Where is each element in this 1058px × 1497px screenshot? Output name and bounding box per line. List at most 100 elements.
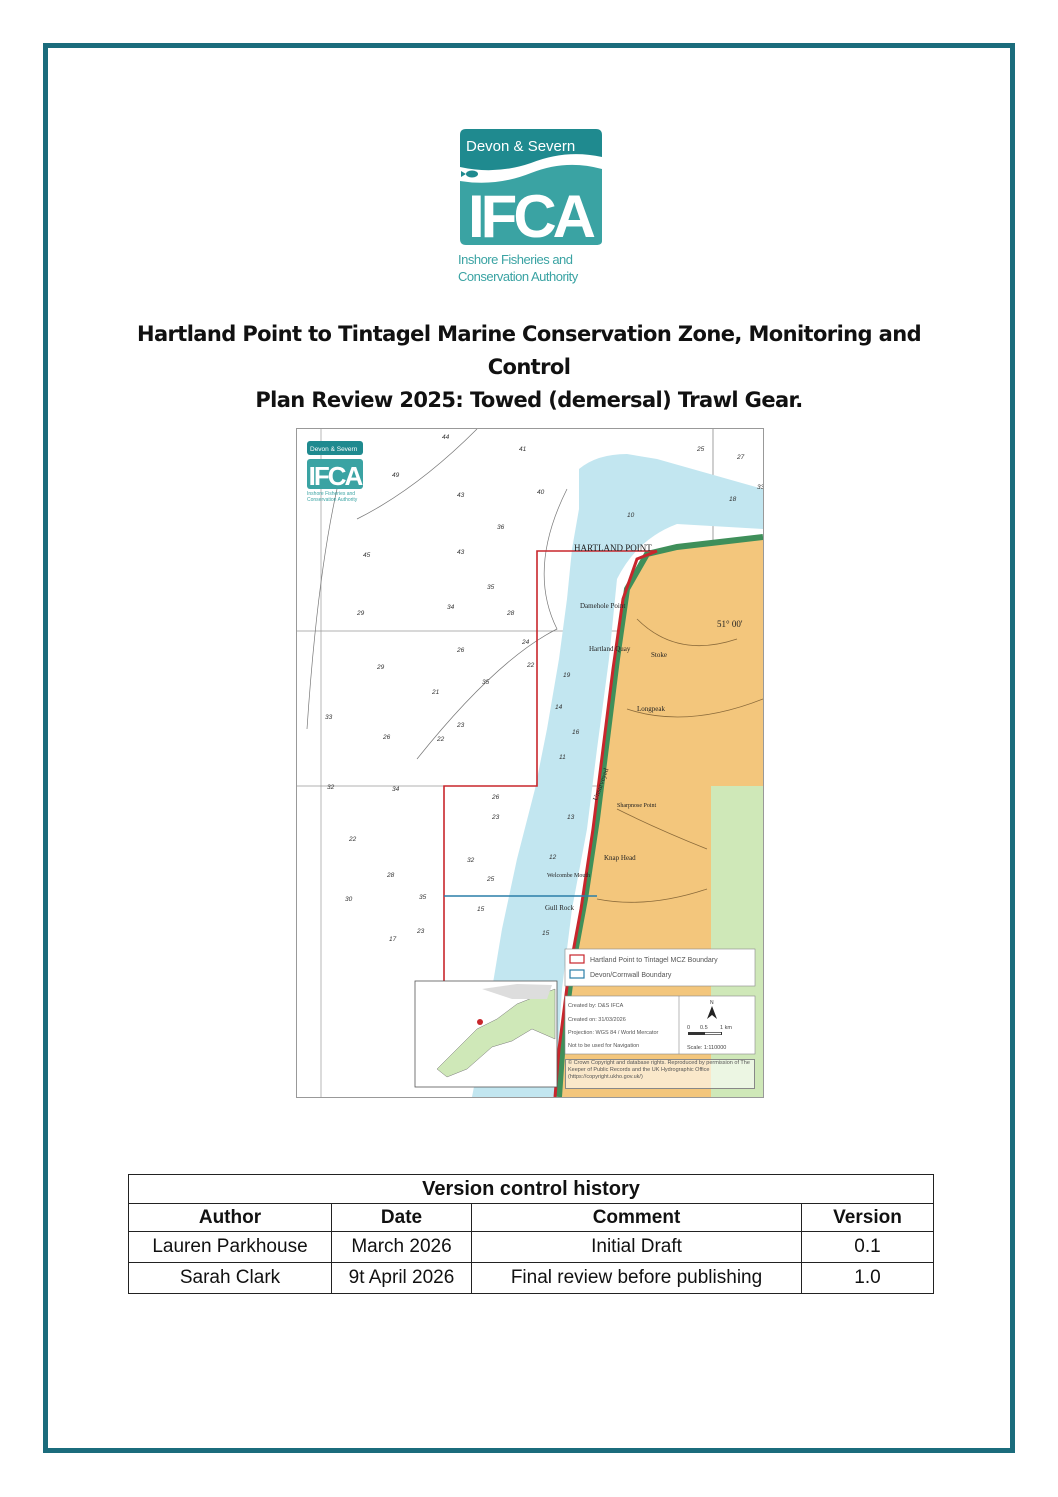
north-arrow-icon: [707, 1006, 717, 1019]
map-info-box: Created by: D&S IFCA Created on: 31/03/2…: [564, 995, 756, 1055]
depth-sounding: 34: [392, 786, 400, 793]
cell-version: 1.0: [801, 1262, 934, 1294]
label-hartland-quay: Hartland Quay: [589, 645, 631, 653]
legend-mcz-boundary: Hartland Point to Tintagel MCZ Boundary: [590, 957, 718, 964]
depth-sounding: 35: [487, 584, 495, 591]
depth-sounding: 32: [467, 857, 475, 864]
label-latitude: 51° 00': [717, 619, 743, 629]
info-created-on: Created on: 31/03/2026: [568, 1017, 626, 1023]
label-knap-head: Knap Head: [604, 854, 636, 862]
cell-author: Lauren Parkhouse: [128, 1231, 332, 1263]
depth-sounding: 10: [627, 512, 635, 519]
depth-sounding: 40: [537, 489, 545, 496]
depth-sounding: 30: [345, 896, 353, 903]
map-legend: Hartland Point to Tintagel MCZ Boundary …: [564, 948, 756, 987]
depth-sounding: 23: [416, 928, 425, 935]
cell-comment: Final review before publishing: [471, 1262, 802, 1294]
label-longpeak: Longpeak: [637, 705, 665, 713]
map-logo-sub1: Inshore Fisheries and: [307, 491, 355, 497]
page-border: [43, 43, 1015, 1453]
legend-devon-cornwall-boundary: Devon/Cornwall Boundary: [590, 972, 672, 979]
table-row: Lauren Parkhouse March 2026 Initial Draf…: [128, 1231, 934, 1263]
depth-sounding: 36: [497, 524, 505, 531]
depth-sounding: 23: [491, 814, 500, 821]
depth-sounding: 25: [486, 876, 495, 883]
map-copyright: © Crown Copyright and database rights. R…: [565, 1059, 755, 1089]
scale-tick-0: 0: [687, 1025, 690, 1031]
depth-sounding: 45: [363, 552, 371, 559]
depth-sounding: 11: [559, 754, 566, 761]
depth-sounding: 35: [419, 894, 427, 901]
header-author: Author: [128, 1203, 332, 1232]
map-logo-text: Devon & Severn: [310, 446, 358, 453]
inset-map: [414, 980, 558, 1088]
cell-version: 0.1: [801, 1231, 934, 1263]
label-hartland-point: HARTLAND POINT: [574, 543, 652, 553]
logo-main-text: IFCA: [468, 183, 595, 250]
info-created-by: Created by: D&S IFCA: [568, 1003, 624, 1009]
depth-sounding: 22: [348, 836, 357, 843]
depth-sounding: 17: [389, 936, 397, 943]
depth-sounding: 22: [436, 736, 445, 743]
depth-sounding: 25: [696, 446, 705, 453]
depth-sounding: 27: [736, 454, 745, 461]
cell-comment: Initial Draft: [471, 1231, 802, 1263]
depth-sounding: 19: [563, 672, 571, 679]
map-logo-ifca: IFCA: [309, 461, 364, 491]
depth-sounding: 24: [521, 639, 530, 646]
depth-sounding: 49: [392, 472, 400, 479]
shallow-sea: [472, 454, 763, 1097]
depth-sounding: 21: [431, 689, 440, 696]
mcz-map: Devon & Severn IFCA Inshore Fisheries an…: [296, 428, 764, 1098]
logo-sub-line1: Inshore Fisheries and: [458, 252, 573, 267]
cell-author: Sarah Clark: [128, 1262, 332, 1294]
north-label: N: [710, 1000, 714, 1006]
cell-date: 9t April 2026: [331, 1262, 472, 1294]
logo-top-text: Devon & Severn: [466, 138, 575, 155]
depth-sounding: 29: [356, 610, 365, 617]
depth-sounding: 29: [376, 664, 385, 671]
ifca-logo: Devon & Severn IFCA Inshore Fisheries an…: [458, 129, 602, 284]
depth-sounding: 28: [386, 872, 395, 879]
header-date: Date: [331, 1203, 472, 1232]
map-logo-sub2: Conservation Authority: [307, 497, 358, 503]
label-damehole-point: Damehole Point: [580, 602, 625, 610]
label-gull-rock: Gull Rock: [545, 904, 574, 912]
depth-sounding: 23: [456, 722, 465, 729]
depth-sounding: 34: [447, 604, 455, 611]
label-welcombe-mouth: Welcombe Mouth: [547, 873, 590, 879]
cell-date: March 2026: [331, 1231, 472, 1263]
logo-sub-line2: Conservation Authority: [458, 269, 579, 284]
info-projection: Projection: WGS 84 / World Mercator: [568, 1030, 659, 1036]
table-caption: Version control history: [128, 1174, 934, 1204]
scale-text: Scale: 1:110000: [687, 1045, 726, 1051]
label-sharpnose-point: Sharpnose Point: [617, 803, 657, 809]
title-line2: Plan Review 2025: Towed (demersal) Trawl…: [255, 388, 803, 412]
version-control-table: Version control history Author Date Comm…: [128, 1174, 934, 1294]
depth-sounding: 22: [526, 662, 535, 669]
depth-sounding: 13: [567, 814, 575, 821]
depth-sounding: 16: [572, 729, 580, 736]
depth-sounding: 43: [457, 549, 465, 556]
table-row: Sarah Clark 9t April 2026 Final review b…: [128, 1262, 934, 1294]
depth-sounding: 43: [457, 492, 465, 499]
title-line1: Hartland Point to Tintagel Marine Conser…: [136, 322, 922, 379]
depth-sounding: 44: [442, 434, 450, 441]
depth-sounding: 26: [456, 647, 465, 654]
depth-sounding: 12: [549, 854, 557, 861]
scale-tick-05: 0.5: [700, 1025, 708, 1031]
scale-tick-1: 1 km: [720, 1025, 732, 1031]
depth-sounding: 14: [555, 704, 563, 711]
depth-sounding: 15: [477, 906, 485, 913]
mcz-boundary: [443, 550, 657, 981]
header-comment: Comment: [471, 1203, 802, 1232]
depth-sounding: 41: [519, 446, 527, 453]
depth-sounding: 15: [542, 930, 550, 937]
depth-sounding: 28: [506, 610, 515, 617]
header-version: Version: [801, 1203, 934, 1232]
depth-sounding: 35: [482, 679, 490, 686]
page-title: Hartland Point to Tintagel Marine Conser…: [100, 318, 958, 417]
depth-sounding: 26: [491, 794, 500, 801]
label-stoke: Stoke: [651, 651, 667, 659]
info-warning: Not to be used for Navigation: [568, 1043, 639, 1049]
